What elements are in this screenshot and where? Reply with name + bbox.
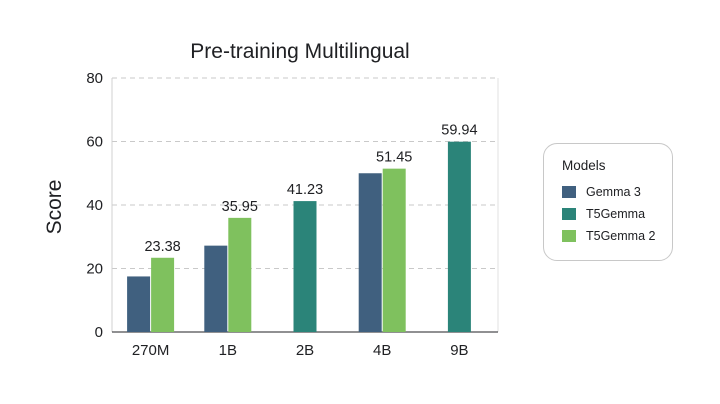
data-label-t5gemma-2-4B: 51.45: [376, 150, 412, 166]
legend: Models Gemma 3 T5Gemma T5Gemma 2: [543, 143, 673, 261]
x-tick-label-1B: 1B: [219, 342, 237, 359]
legend-swatch-t5gemma: [562, 208, 576, 220]
bar-t5gemma-2-1B: [228, 217, 252, 332]
legend-label-t5gemma-2: T5Gemma 2: [586, 229, 656, 243]
bar-t5gemma-2-4B: [382, 168, 406, 332]
y-tick-label-60: 60: [86, 134, 103, 151]
legend-item-t5gemma: T5Gemma: [562, 203, 672, 225]
legend-label-gemma-3: Gemma 3: [586, 185, 641, 199]
legend-swatch-t5gemma-2: [562, 230, 576, 242]
x-tick-label-4B: 4B: [373, 342, 391, 359]
x-tick-label-270M: 270M: [132, 342, 170, 359]
y-tick-label-20: 20: [86, 261, 103, 278]
y-axis-label: Score: [43, 180, 66, 235]
chart-title: Pre-training Multilingual: [190, 40, 409, 63]
legend-item-gemma-3: Gemma 3: [562, 181, 672, 203]
y-tick-label-80: 80: [86, 70, 103, 87]
bar-t5gemma-2B: [293, 201, 317, 332]
data-label-t5gemma-2B: 41.23: [287, 182, 323, 198]
bar-gemma-3-1B: [204, 245, 228, 332]
bar-gemma-3-4B: [358, 173, 382, 332]
bar-gemma-3-270M: [127, 276, 151, 332]
data-label-t5gemma-2-270M: 23.38: [144, 239, 180, 255]
legend-label-t5gemma: T5Gemma: [586, 207, 646, 221]
legend-title: Models: [562, 158, 606, 173]
data-label-t5gemma-9B: 59.94: [441, 123, 477, 139]
y-tick-label-40: 40: [86, 197, 103, 214]
legend-swatch-gemma-3: [562, 186, 576, 198]
x-tick-label-9B: 9B: [450, 342, 468, 359]
bar-t5gemma-9B: [447, 141, 471, 332]
bar-t5gemma-2-270M: [151, 257, 175, 332]
legend-item-t5gemma-2: T5Gemma 2: [562, 225, 672, 247]
data-label-t5gemma-2-1B: 35.95: [222, 199, 258, 215]
y-tick-label-0: 0: [95, 324, 103, 341]
x-tick-label-2B: 2B: [296, 342, 314, 359]
